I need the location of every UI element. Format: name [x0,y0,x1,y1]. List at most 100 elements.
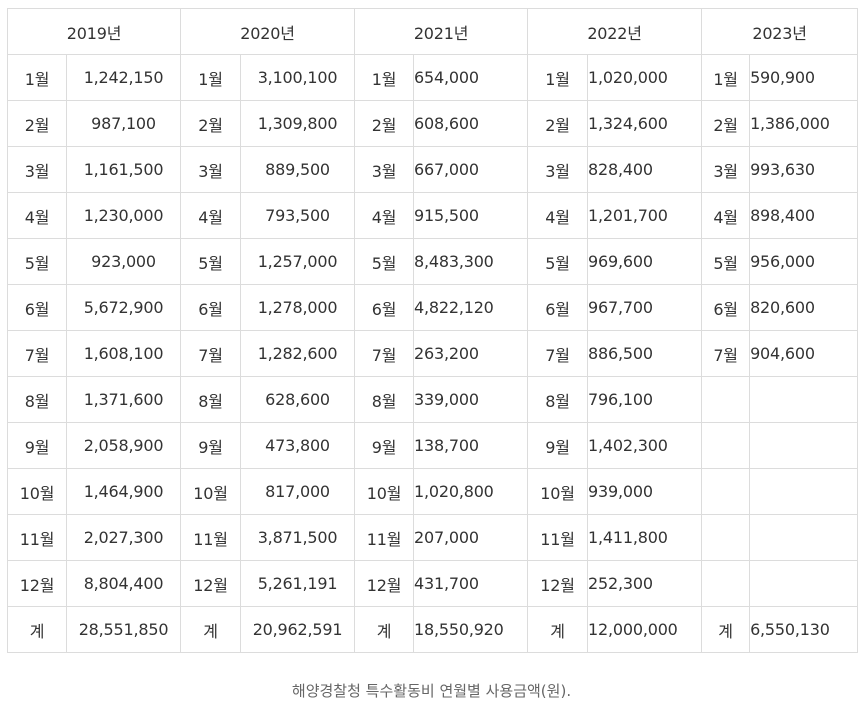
amount-cell: 1,282,600 [240,330,356,377]
month-cell [701,514,751,561]
month-cell: 9월 [354,422,415,469]
month-cell: 11월 [527,514,589,561]
month-cell: 2월 [7,100,67,147]
total-label-cell: 계 [180,606,242,653]
amount-cell: 138,700 [413,422,529,469]
amount-cell: 987,100 [65,100,182,147]
month-cell: 8월 [180,376,242,423]
month-cell: 3월 [180,146,242,193]
month-cell: 2월 [701,100,751,147]
amount-cell [749,560,859,607]
amount-cell: 8,804,400 [65,560,182,607]
amount-cell: 654,000 [413,54,529,101]
year-header: 2022년 [527,8,703,55]
year-header: 2023년 [701,8,859,55]
amount-cell [749,514,859,561]
month-cell: 6월 [7,284,67,331]
month-cell [701,468,751,515]
amount-cell [749,376,859,423]
month-cell: 5월 [701,238,751,285]
total-label-cell: 계 [701,606,751,653]
month-row: 3월 1,161,500 3월 889,500 3월 667,000 3월 828,400 3월… [7,146,859,193]
month-cell: 9월 [7,422,67,469]
month-cell: 5월 [180,238,242,285]
month-cell: 1월 [354,54,415,101]
amount-cell: 5,672,900 [65,284,182,331]
amount-cell: 8,483,300 [413,238,529,285]
amount-cell: 590,900 [749,54,859,101]
month-cell: 4월 [527,192,589,239]
month-cell: 8월 [354,376,415,423]
month-cell: 12월 [527,560,589,607]
month-row: 2월 987,100 2월 1,309,800 2월 608,600 2월 1,324,600… [7,100,859,147]
total-amount-cell: 28,551,850 [65,606,182,653]
month-cell: 2월 [527,100,589,147]
month-cell: 1월 [701,54,751,101]
amount-cell: 3,100,100 [240,54,356,101]
month-cell: 10월 [7,468,67,515]
amount-cell: 904,600 [749,330,859,377]
month-cell: 7월 [354,330,415,377]
amount-cell: 1,020,800 [413,468,529,515]
total-amount-cell: 20,962,591 [240,606,356,653]
month-cell: 10월 [354,468,415,515]
month-cell: 12월 [7,560,67,607]
month-cell: 4월 [701,192,751,239]
amount-cell: 2,058,900 [65,422,182,469]
month-cell: 6월 [180,284,242,331]
month-cell: 2월 [354,100,415,147]
month-row: 6월 5,672,900 6월 1,278,000 6월 4,822,120 6월 967,7… [7,284,859,331]
total-label-cell: 계 [527,606,589,653]
amount-cell: 628,600 [240,376,356,423]
month-cell: 9월 [180,422,242,469]
month-cell: 7월 [701,330,751,377]
amount-cell: 793,500 [240,192,356,239]
amount-cell: 2,027,300 [65,514,182,561]
month-cell: 8월 [7,376,67,423]
amount-cell: 886,500 [587,330,703,377]
month-cell: 5월 [527,238,589,285]
month-cell: 6월 [354,284,415,331]
total-label-cell: 계 [7,606,67,653]
table-caption: 해양경찰청 특수활동비 연월별 사용금액(원). [291,682,572,700]
year-header: 2021년 [354,8,529,55]
amount-cell: 967,700 [587,284,703,331]
month-row: 5월 923,000 5월 1,257,000 5월 8,483,300 5월 969,600… [7,238,859,285]
month-cell: 11월 [7,514,67,561]
total-label-cell: 계 [354,606,415,653]
total-amount-cell: 6,550,130 [749,606,859,653]
amount-cell: 1,371,600 [65,376,182,423]
amount-cell: 431,700 [413,560,529,607]
amount-cell: 1,608,100 [65,330,182,377]
amount-cell: 252,300 [587,560,703,607]
amount-cell: 828,400 [587,146,703,193]
amount-cell: 1,257,000 [240,238,356,285]
amount-cell: 969,600 [587,238,703,285]
month-cell: 12월 [180,560,242,607]
month-cell [701,422,751,469]
month-row: 11월 2,027,300 11월 3,871,500 11월 207,000 11월 1,4… [7,514,859,561]
total-amount-cell: 18,550,920 [413,606,529,653]
amount-cell: 339,000 [413,376,529,423]
month-cell: 7월 [7,330,67,377]
amount-cell: 898,400 [749,192,859,239]
month-cell [701,560,751,607]
amount-cell [749,422,859,469]
month-cell: 4월 [180,192,242,239]
amount-cell: 1,161,500 [65,146,182,193]
amount-cell: 817,000 [240,468,356,515]
amount-cell: 1,402,300 [587,422,703,469]
month-cell [701,376,751,423]
year-header-row: 2019년 2020년 2021년 2022년 2023년 [6,8,859,55]
month-row: 1월 1,242,150 1월 3,100,100 1월 654,000 1월 1,020,0… [7,54,859,101]
amount-cell: 1,411,800 [587,514,703,561]
month-cell: 2월 [180,100,242,147]
amount-cell: 1,309,800 [240,100,356,147]
amount-cell: 1,230,000 [65,192,182,239]
amount-cell: 956,000 [749,238,859,285]
expense-table: 2019년 2020년 2021년 2022년 2023년 1월 1,242,15… [6,8,859,653]
month-cell: 7월 [180,330,242,377]
month-cell: 6월 [701,284,751,331]
amount-cell: 1,242,150 [65,54,182,101]
month-cell: 6월 [527,284,589,331]
